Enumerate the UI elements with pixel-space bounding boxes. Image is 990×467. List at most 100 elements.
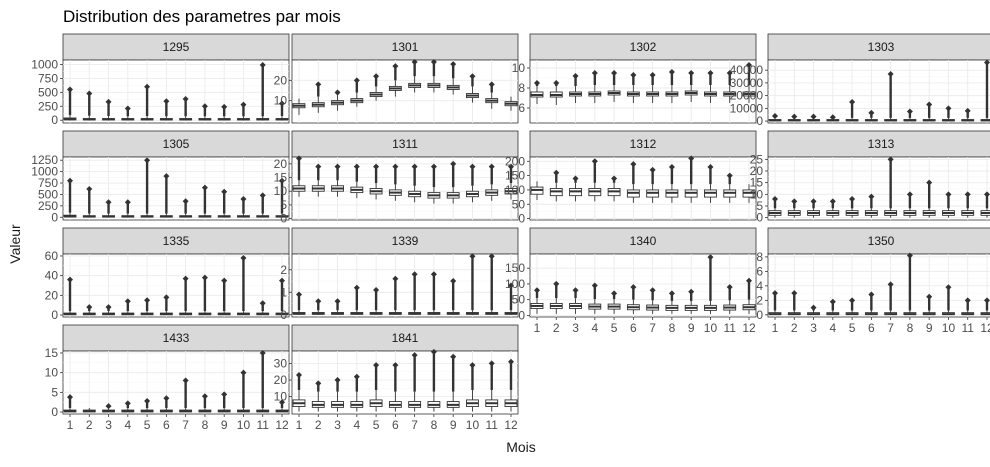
y-tick-label: 750 [38, 71, 58, 85]
outlier-point [791, 198, 798, 205]
outlier-point [849, 99, 856, 105]
outlier-point [829, 298, 836, 305]
outlier-point [591, 158, 598, 165]
y-tick-label: 100 [505, 183, 525, 197]
outlier-point [906, 108, 913, 115]
outlier-point [726, 284, 733, 291]
outlier-point [508, 358, 514, 365]
facet-strip [62, 33, 290, 61]
outlier-point [221, 103, 228, 110]
outlier-point [810, 304, 817, 311]
facet-strip [291, 33, 519, 61]
y-axis-title: Valeur [7, 224, 23, 264]
x-tick-label: 8 [669, 321, 676, 335]
outlier-point [411, 352, 418, 359]
y-tick-label: 500 [38, 85, 58, 99]
outlier-point [887, 281, 894, 288]
outlier-point [86, 185, 93, 192]
outlier-point [508, 163, 514, 170]
x-tick-label: 4 [124, 418, 131, 432]
outlier-point [182, 275, 189, 282]
outlier-point [144, 157, 151, 164]
y-tick-label: 150 [505, 169, 525, 183]
outlier-point [450, 278, 457, 284]
outlier-point [688, 288, 695, 295]
x-tick-label: 6 [868, 321, 875, 335]
facet-plot-area [291, 59, 519, 124]
x-tick-label: 12 [504, 418, 518, 432]
outlier-point [450, 353, 457, 360]
facet-strip-label: 1295 [163, 40, 190, 54]
outlier-point [772, 113, 778, 119]
x-tick-label: 9 [688, 321, 695, 335]
outlier-point [105, 98, 112, 105]
outlier-point [182, 198, 189, 205]
facet-strip [767, 227, 990, 255]
outlier-point [124, 298, 131, 305]
outlier-point [572, 287, 579, 294]
x-tick-label: 6 [392, 418, 399, 432]
outlier-point [649, 166, 656, 173]
outlier-point [488, 360, 495, 367]
x-tick-label: 6 [163, 418, 170, 432]
y-tick-label: 0 [518, 308, 525, 322]
y-tick-label: 10 [512, 61, 526, 75]
outlier-point [430, 59, 437, 66]
y-tick-label: 20 [45, 288, 59, 302]
facet-strip-label: 1303 [868, 40, 895, 54]
outlier-point [163, 395, 170, 402]
outlier-point [392, 63, 399, 70]
x-tick-label: 5 [144, 418, 151, 432]
outlier-point [829, 114, 836, 121]
y-tick-label: 10000 [730, 101, 764, 115]
outlier-point [630, 161, 637, 168]
outlier-point [726, 70, 733, 76]
outlier-point [259, 62, 266, 69]
y-tick-label: 0 [51, 113, 58, 127]
facet-plot-area [291, 350, 519, 415]
x-tick-label: 4 [353, 418, 360, 432]
outlier-point [163, 294, 170, 301]
outlier-point [746, 277, 752, 284]
outlier-point [201, 274, 208, 281]
x-tick-label: 1 [772, 321, 779, 335]
outlier-point [469, 73, 476, 80]
y-tick-label: 500 [38, 187, 58, 201]
outlier-point [124, 400, 131, 407]
outlier-point [334, 298, 341, 305]
x-tick-label: 12 [275, 418, 289, 432]
outlier-point [392, 275, 399, 282]
facet-panel-1301: 1301 10 20 [274, 33, 519, 124]
outlier-point [279, 100, 285, 107]
y-tick-label: 250 [38, 199, 58, 213]
x-tick-label: 11 [256, 418, 269, 432]
y-tick-label: 1250 [31, 153, 58, 167]
x-tick-label: 3 [334, 418, 341, 432]
facet-strip-label: 1841 [392, 331, 419, 345]
outlier-point [373, 362, 380, 369]
outlier-point [945, 191, 952, 198]
outlier-point [945, 105, 952, 112]
outlier-point [221, 188, 228, 195]
x-tick-label: 11 [723, 321, 736, 335]
y-tick-label: 20 [274, 157, 288, 171]
outlier-point [534, 287, 540, 294]
outlier-point [868, 291, 875, 298]
y-tick-label: 20 [274, 373, 288, 387]
outlier-point [144, 398, 151, 405]
outlier-point [964, 107, 971, 114]
y-tick-label: 40 [45, 269, 59, 283]
facet-strip [62, 130, 290, 158]
outlier-point [201, 184, 208, 191]
outlier-point [259, 192, 266, 199]
x-tick-label: 11 [961, 321, 974, 335]
y-tick-label: 15 [274, 171, 288, 185]
y-tick-label: 0 [280, 212, 287, 226]
outlier-point [315, 298, 322, 305]
outlier-point [240, 196, 247, 202]
